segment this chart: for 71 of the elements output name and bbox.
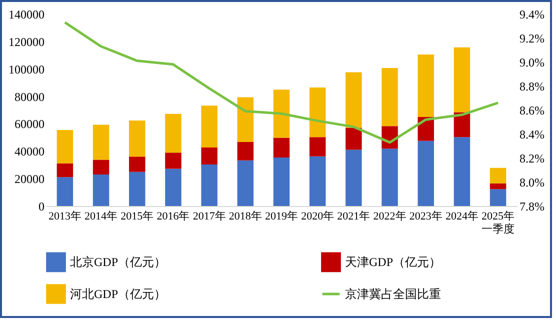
x-tick-label: 2020年	[301, 210, 334, 222]
x-tick-label: 2019年	[265, 210, 298, 222]
y-tick-label: 60000	[14, 117, 44, 132]
x-tick-label: 2016年	[156, 210, 190, 222]
bar	[201, 106, 218, 148]
x-tick-label: 2013年	[48, 210, 82, 222]
x-tick-label: 2024年	[445, 210, 478, 222]
bar	[165, 168, 182, 206]
y-tick-label: 140000	[8, 8, 44, 22]
bar	[165, 114, 182, 153]
legend-label: 京津冀占全国比重	[345, 287, 441, 301]
y-tick-label: 40000	[14, 144, 44, 159]
bar	[490, 189, 506, 206]
line-series	[64, 21, 500, 144]
bar	[490, 168, 506, 184]
x-tick-label: 2025年一季度	[482, 210, 515, 236]
y-tick-label: 80000	[14, 90, 44, 104]
bar	[346, 150, 362, 206]
x-tick-label: 2015年	[120, 210, 154, 222]
bar	[454, 47, 470, 112]
x-tick-label: 2023年	[409, 210, 442, 222]
bar	[92, 174, 110, 206]
x-tick-label: 2018年	[228, 210, 262, 222]
bar	[418, 140, 434, 206]
bar	[346, 72, 362, 128]
x-tick-label: 2021年	[337, 210, 370, 222]
bar	[309, 88, 326, 138]
bar	[454, 137, 470, 206]
bar	[309, 156, 326, 206]
y-tick-label: 120000	[8, 34, 44, 49]
bar	[56, 177, 74, 206]
x-tick-label: 2022年	[373, 210, 406, 222]
bar	[129, 156, 146, 172]
bar	[201, 147, 218, 164]
bar	[346, 128, 362, 150]
bar	[92, 160, 110, 174]
bar	[490, 183, 506, 190]
y2-tick-label: 8.2%	[520, 152, 544, 166]
y2-tick-label: 8.6%	[520, 104, 544, 118]
bar	[201, 164, 218, 206]
bar	[237, 160, 254, 206]
bar	[273, 157, 290, 206]
bar	[273, 138, 290, 158]
legend-label: 北京GDP（亿元）	[70, 255, 166, 270]
y2-tick-label: 9.2%	[520, 32, 544, 46]
y-tick-label: 100000	[8, 62, 44, 76]
y2-tick-label: 8.0%	[520, 176, 544, 190]
bar	[129, 172, 146, 206]
y2-tick-label: 8.4%	[520, 128, 544, 142]
bar	[92, 124, 110, 160]
bar	[382, 148, 398, 206]
y-tick-label: 0	[38, 200, 44, 214]
y2-tick-label: 7.8%	[520, 200, 544, 214]
legend-label: 天津GDP（亿元）	[345, 255, 442, 270]
bar	[165, 152, 182, 169]
bar	[129, 120, 146, 157]
y2-tick-label: 8.8%	[520, 80, 544, 94]
bar	[237, 97, 254, 142]
bar	[418, 54, 434, 117]
bar	[56, 163, 74, 178]
bar	[382, 68, 398, 126]
bar	[237, 142, 254, 160]
y-tick-label: 20000	[14, 172, 44, 186]
bar	[309, 137, 326, 156]
legend-label: 河北GDP（亿元）	[70, 287, 166, 301]
bar	[56, 130, 74, 164]
x-tick-label: 2017年	[192, 210, 226, 222]
y2-tick-label: 9.4%	[520, 8, 544, 22]
x-tick-label: 2014年	[84, 210, 118, 222]
bar	[273, 90, 290, 138]
y2-tick-label: 9.0%	[520, 56, 544, 70]
